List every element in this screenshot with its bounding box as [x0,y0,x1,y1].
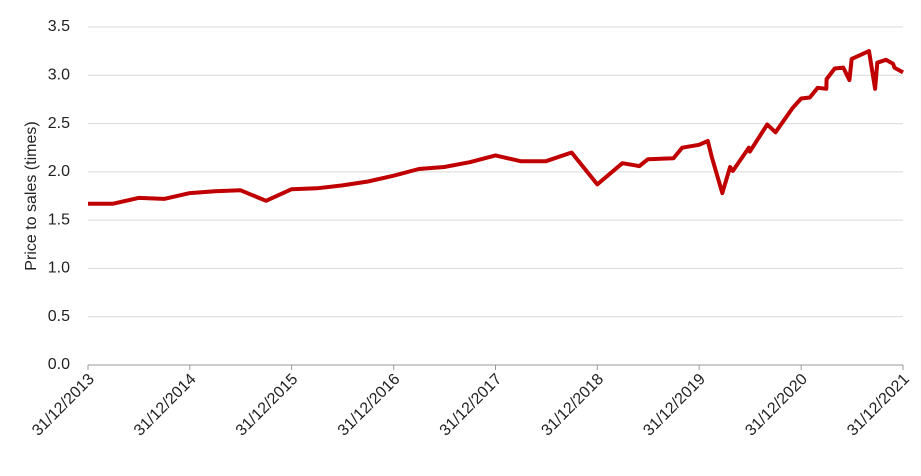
y-tick-label: 1.5 [48,211,70,228]
y-tick-label: 1.0 [48,260,70,277]
x-tick-label: 31/12/2019 [640,371,709,440]
x-tick-label: 31/12/2016 [335,371,404,440]
y-tick-label: 3.0 [48,67,70,84]
x-tick-label: 31/12/2014 [131,371,200,440]
y-tick-label: 3.5 [48,18,70,35]
x-tick-label: 31/12/2018 [538,371,607,440]
x-tick-label: 31/12/2015 [233,371,302,440]
y-axis-title: Price to sales (times) [23,121,40,270]
y-tick-label: 2.0 [48,163,70,180]
x-tick-label: 31/12/2013 [29,371,98,440]
y-tick-label: 0.0 [48,356,70,373]
x-tick-label: 31/12/2020 [742,371,811,440]
y-tick-label: 2.5 [48,115,70,132]
line-series [88,49,904,206]
x-tick-label: 31/12/2021 [844,371,913,440]
y-tick-label: 0.5 [48,308,70,325]
x-tick-label: 31/12/2017 [437,371,506,440]
